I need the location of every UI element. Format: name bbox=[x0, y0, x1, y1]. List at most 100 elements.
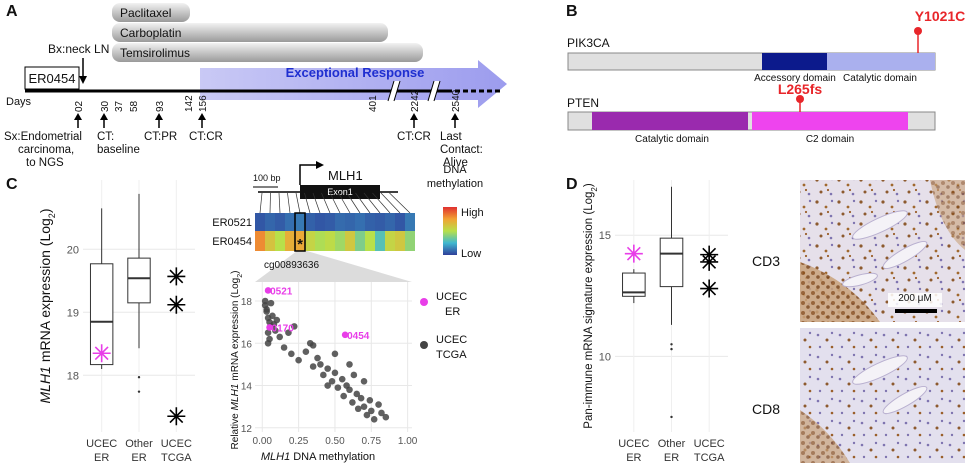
mutation-dot bbox=[796, 95, 804, 103]
gene-label: PTEN bbox=[567, 96, 599, 110]
x-tick-label: ER bbox=[664, 452, 679, 464]
scatter-point bbox=[309, 363, 317, 370]
scatter-point bbox=[360, 377, 368, 385]
y-axis-label-part: mRNA expression (Log bbox=[37, 218, 53, 362]
y-axis-label-part: MLH1 bbox=[230, 384, 241, 411]
heat-cell bbox=[385, 213, 395, 231]
scatter-point bbox=[280, 344, 288, 351]
outlier bbox=[670, 347, 673, 351]
gland bbox=[842, 272, 878, 288]
event-label: CT:CR bbox=[397, 131, 431, 143]
scatter-point bbox=[264, 339, 272, 347]
scatter-point bbox=[367, 407, 375, 415]
box bbox=[89, 263, 114, 366]
probe-link bbox=[312, 192, 321, 214]
day-label: 2540 bbox=[451, 89, 462, 112]
scale-box bbox=[888, 293, 942, 307]
ihc-stain bbox=[800, 410, 850, 463]
scatter-point bbox=[331, 350, 339, 358]
scatter-point bbox=[334, 384, 342, 391]
scatter-point bbox=[272, 327, 279, 334]
y-axis-label: MLH1 mRNA expression (Log2) bbox=[37, 209, 57, 404]
legend-title: DNA bbox=[443, 164, 467, 176]
sample-point bbox=[167, 267, 186, 286]
scatter-point bbox=[366, 397, 374, 404]
scatter-point bbox=[360, 403, 368, 410]
heat-cell bbox=[395, 231, 405, 251]
x-tick-label: 0.00 bbox=[253, 436, 273, 447]
row-label: ER0454 bbox=[212, 236, 252, 248]
heat-cell bbox=[305, 213, 315, 231]
heat-cell bbox=[265, 213, 275, 231]
scatter-point bbox=[346, 386, 353, 394]
heat-cell bbox=[275, 231, 285, 251]
arrow-head bbox=[79, 76, 87, 84]
legend-marker bbox=[420, 298, 428, 306]
y-axis-label-part: 2 bbox=[590, 187, 599, 192]
row-label: ER0521 bbox=[212, 217, 252, 229]
scatter-point bbox=[338, 375, 346, 383]
heat-cell bbox=[375, 231, 385, 251]
heat-cell bbox=[285, 231, 295, 251]
panel-label: C bbox=[6, 176, 18, 193]
day-label: 2242 bbox=[410, 89, 421, 112]
scatter-point bbox=[370, 416, 378, 423]
probe-label: cg00893636 bbox=[264, 260, 319, 271]
heat-cell bbox=[295, 213, 305, 231]
box bbox=[659, 237, 684, 288]
heat-cell bbox=[325, 213, 335, 231]
x-tick-label: UCEC bbox=[161, 438, 192, 450]
box bbox=[127, 257, 151, 304]
y-axis-label-part: Relative bbox=[230, 413, 241, 450]
y-axis-label-part: ) bbox=[37, 209, 53, 214]
axis-break bbox=[387, 80, 395, 102]
sample-point bbox=[92, 344, 111, 363]
x-tick-label: 0.25 bbox=[289, 436, 309, 447]
y-axis-label: Pan-immune mRNA signature expression (Lo… bbox=[583, 183, 599, 429]
patient-label: ER0454 bbox=[29, 71, 76, 86]
probe-link bbox=[355, 192, 371, 214]
y-axis-label-part: ) bbox=[230, 271, 241, 274]
exon bbox=[300, 185, 380, 199]
y-tick-label: 12 bbox=[241, 424, 253, 435]
scatter-point bbox=[288, 350, 295, 358]
heat-cell bbox=[285, 213, 295, 231]
scatter-point bbox=[382, 413, 390, 421]
y-axis-label: Relative MLH1 mRNA expression (Log2) bbox=[230, 271, 244, 450]
domain-label: Catalytic domain bbox=[843, 73, 917, 84]
axis-break bbox=[393, 80, 401, 102]
heat-cell bbox=[255, 213, 265, 231]
probe-link bbox=[380, 192, 401, 214]
zoom-cone bbox=[255, 251, 412, 282]
scatter-point bbox=[340, 392, 347, 400]
y-tick-label: 10 bbox=[599, 351, 611, 363]
scatter-point bbox=[324, 382, 331, 389]
scatter-point bbox=[320, 371, 327, 379]
event-label: to NGS bbox=[26, 157, 64, 169]
x-tick-label: ER bbox=[94, 452, 109, 464]
event-arrow-head bbox=[155, 113, 163, 120]
day-label: 142 bbox=[184, 95, 195, 112]
tss-arrow bbox=[299, 164, 318, 185]
heat-cell bbox=[365, 213, 375, 231]
y-tick-label: 15 bbox=[599, 230, 611, 242]
heat-cell bbox=[295, 231, 305, 251]
legend-label: UCEC bbox=[436, 334, 467, 346]
ihc-stain bbox=[800, 262, 880, 322]
heat-cell bbox=[385, 231, 395, 251]
scatter-point bbox=[267, 299, 275, 307]
scatter-point bbox=[349, 399, 356, 406]
box bbox=[622, 272, 646, 297]
x-tick-label: Other bbox=[125, 438, 153, 450]
scatter-point bbox=[314, 354, 321, 362]
y-tick-label: 18 bbox=[67, 370, 79, 382]
legend-marker bbox=[420, 341, 428, 349]
scatter-point bbox=[309, 342, 317, 349]
y-axis-label-part: 2 bbox=[47, 213, 57, 218]
probe-link bbox=[372, 192, 391, 214]
heat-cell bbox=[405, 213, 415, 231]
scatter-point bbox=[357, 394, 365, 402]
scatter-point bbox=[350, 371, 358, 379]
x-tick-label: TCGA bbox=[161, 452, 192, 464]
sample-point bbox=[700, 252, 719, 271]
